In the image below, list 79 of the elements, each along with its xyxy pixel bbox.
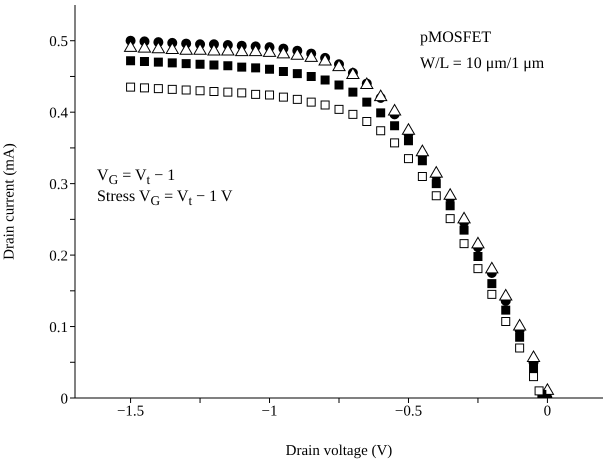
- point: [168, 84, 177, 94]
- point: [446, 201, 455, 210]
- point: [265, 90, 274, 100]
- point: [237, 88, 246, 98]
- point: [487, 290, 496, 299]
- point: [320, 100, 330, 110]
- point: [278, 66, 288, 76]
- point: [390, 138, 400, 148]
- point: [513, 319, 526, 331]
- point: [501, 317, 510, 326]
- point: [515, 343, 524, 352]
- point: [404, 154, 413, 164]
- y-tick-label: 0.5: [49, 34, 68, 50]
- point: [418, 172, 427, 181]
- point: [460, 239, 469, 248]
- point: [209, 60, 218, 70]
- point: [334, 80, 344, 90]
- point: [154, 84, 163, 94]
- point: [251, 90, 260, 99]
- point: [251, 63, 260, 72]
- point: [140, 83, 149, 92]
- point: [126, 56, 136, 66]
- point: [529, 363, 538, 372]
- y-axis-title: Drain current (mA): [1, 143, 18, 260]
- point: [473, 252, 482, 262]
- point: [265, 64, 274, 74]
- point: [223, 88, 232, 97]
- y-tick-label: 0.2: [49, 248, 68, 264]
- point: [196, 86, 205, 96]
- annotation: W/L = 10 μm/1 μm: [420, 54, 544, 74]
- x-tick-label: 0: [544, 404, 552, 420]
- point: [487, 279, 496, 288]
- point: [432, 191, 441, 200]
- point: [501, 306, 510, 315]
- point: [182, 86, 191, 95]
- point: [209, 86, 218, 96]
- annotation: Stress V$_{G}$ = V$_{t}$ − 1 V: [97, 187, 232, 210]
- point: [460, 226, 469, 235]
- point: [237, 62, 246, 72]
- point: [140, 56, 149, 66]
- point: [376, 108, 386, 118]
- y-tick-label: 0.3: [49, 176, 68, 193]
- point: [418, 156, 427, 166]
- point: [292, 69, 302, 78]
- point: [182, 59, 191, 68]
- point: [473, 264, 482, 274]
- annotation: V$_{G}$ = V$_{t}$ − 1: [97, 167, 176, 188]
- point: [390, 121, 400, 130]
- x-tick-label: −0.5: [394, 404, 422, 420]
- point: [534, 386, 544, 396]
- point: [432, 179, 441, 188]
- point: [278, 92, 288, 102]
- y-tick-label: 0.4: [49, 106, 68, 122]
- point: [529, 372, 538, 382]
- point: [306, 72, 316, 81]
- point: [320, 76, 330, 85]
- annotation: pMOSFET: [420, 28, 492, 48]
- point: [404, 136, 413, 146]
- point: [362, 98, 372, 107]
- y-tick-label: 0.1: [49, 320, 68, 336]
- point: [196, 60, 205, 69]
- point: [515, 332, 524, 342]
- point: [348, 88, 358, 97]
- y-tick-label: 0: [60, 391, 68, 408]
- point: [154, 58, 163, 67]
- point: [376, 126, 386, 136]
- point: [446, 214, 455, 224]
- point: [348, 110, 358, 119]
- point: [126, 82, 136, 92]
- point: [292, 94, 302, 104]
- point: [499, 289, 512, 301]
- x-axis-title: Drain voltage (V): [286, 443, 392, 459]
- point: [306, 98, 316, 107]
- point: [334, 104, 344, 114]
- point: [223, 61, 232, 70]
- point: [362, 116, 372, 126]
- x-tick-label: −1.5: [116, 404, 144, 420]
- x-tick-label: −1: [262, 404, 278, 420]
- point: [168, 58, 177, 68]
